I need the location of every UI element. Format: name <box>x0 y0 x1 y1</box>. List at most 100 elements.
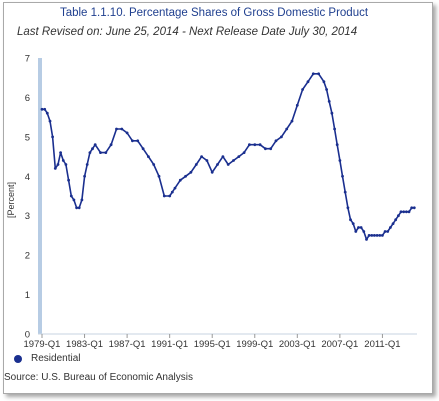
data-point <box>343 190 347 194</box>
data-point <box>351 222 355 226</box>
data-point <box>162 194 166 198</box>
x-tick-label: 1979-Q1 <box>24 339 61 350</box>
data-point <box>322 80 326 84</box>
data-point <box>136 139 140 143</box>
data-point <box>399 210 403 214</box>
data-point <box>301 88 304 91</box>
chart-panel <box>3 2 433 394</box>
y-axis-line <box>38 58 42 334</box>
data-point <box>274 139 278 143</box>
data-point <box>306 80 310 84</box>
data-point <box>258 143 262 147</box>
data-point <box>365 238 368 241</box>
data-point <box>83 174 86 178</box>
data-point <box>72 198 76 202</box>
data-point <box>226 163 230 166</box>
data-point <box>173 186 177 190</box>
x-tick-label: 1983-Q1 <box>66 339 103 350</box>
x-tick-label: 2003-Q1 <box>279 339 316 350</box>
y-tick-label: 0 <box>25 330 30 341</box>
data-point <box>362 230 366 233</box>
source-note: Source: U.S. Bureau of Economic Analysis <box>4 372 193 383</box>
data-point <box>104 151 108 155</box>
data-point <box>311 72 315 76</box>
data-point <box>232 159 235 162</box>
legend-label-residential: Residential <box>31 353 81 364</box>
data-point <box>200 155 204 159</box>
data-point <box>381 234 384 237</box>
data-point <box>53 167 57 170</box>
data-point <box>248 143 251 147</box>
data-point <box>370 234 374 237</box>
data-point <box>125 131 129 135</box>
data-point <box>394 218 398 222</box>
data-point <box>237 155 241 159</box>
y-tick-label: 3 <box>25 211 30 222</box>
data-point <box>407 210 411 214</box>
data-point <box>295 103 299 107</box>
data-point <box>157 174 161 178</box>
data-point <box>189 170 193 174</box>
x-tick-label: 1995-Q1 <box>194 339 231 350</box>
data-point <box>115 127 118 131</box>
data-point <box>359 226 363 229</box>
data-point <box>147 155 150 159</box>
data-point <box>335 143 339 147</box>
data-point <box>205 159 209 162</box>
data-point <box>109 143 113 147</box>
x-tick-label: 1991-Q1 <box>151 339 188 350</box>
data-point <box>80 198 84 202</box>
data-point <box>338 159 342 162</box>
legend: Residential <box>14 353 80 364</box>
data-point <box>77 206 81 210</box>
y-tick-label: 4 <box>25 172 30 183</box>
data-point <box>152 163 156 166</box>
data-point <box>317 72 320 76</box>
data-point <box>405 210 408 214</box>
data-point <box>75 206 78 210</box>
data-point <box>375 234 379 237</box>
data-point <box>367 234 371 237</box>
data-point <box>141 147 145 151</box>
data-point <box>280 135 283 139</box>
data-point <box>93 143 97 147</box>
data-point <box>346 206 350 210</box>
data-point <box>216 163 219 166</box>
legend-swatch-residential <box>14 354 22 363</box>
x-tick-label: 1999-Q1 <box>236 339 273 350</box>
y-tick-label: 5 <box>25 132 30 143</box>
data-point <box>389 226 392 229</box>
data-point <box>264 147 267 151</box>
data-point <box>120 127 124 131</box>
data-point <box>325 88 328 91</box>
chart-title: Table 1.1.10. Percentage Shares of Gross… <box>59 7 369 19</box>
data-point <box>168 194 172 198</box>
data-point <box>67 178 70 182</box>
data-point <box>43 107 47 111</box>
chart-subtitle: Last Revised on: June 25, 2014 - Next Re… <box>17 26 358 38</box>
data-point <box>99 151 102 155</box>
x-tick-label: 1987-Q1 <box>109 339 146 350</box>
data-point <box>354 230 358 233</box>
data-point <box>69 194 73 198</box>
data-point <box>59 151 62 155</box>
data-point <box>184 174 188 178</box>
data-point <box>178 178 182 182</box>
data-point <box>341 174 344 178</box>
data-point <box>327 100 331 103</box>
data-point <box>64 163 68 166</box>
data-point <box>91 147 94 151</box>
data-point <box>330 111 334 115</box>
data-point <box>194 163 198 166</box>
data-point <box>131 139 134 143</box>
x-tick-label: 2011-Q1 <box>364 339 400 350</box>
data-point <box>88 151 92 155</box>
data-point <box>378 234 382 237</box>
data-point <box>56 163 60 166</box>
data-point <box>410 206 414 210</box>
data-point <box>85 163 89 166</box>
y-tick-label: 2 <box>25 251 30 262</box>
data-point <box>285 127 289 131</box>
data-point <box>170 190 174 194</box>
